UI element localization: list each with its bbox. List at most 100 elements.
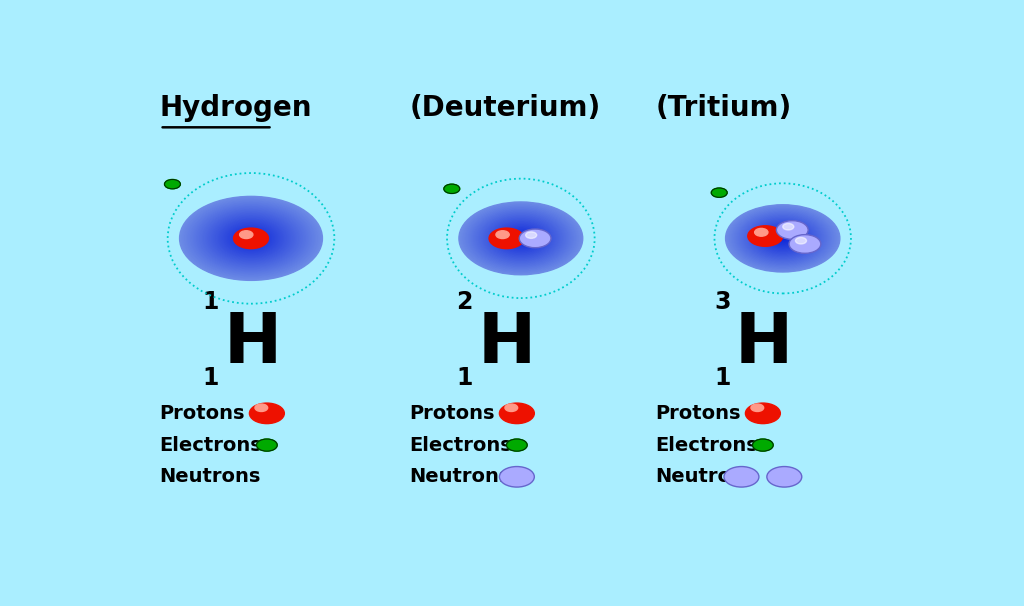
Circle shape (242, 233, 260, 244)
Circle shape (484, 217, 557, 259)
Circle shape (746, 217, 819, 259)
Circle shape (724, 467, 759, 487)
Circle shape (751, 404, 764, 411)
Circle shape (733, 209, 833, 267)
Circle shape (767, 467, 802, 487)
Circle shape (492, 221, 550, 255)
Circle shape (241, 232, 262, 245)
Circle shape (473, 210, 568, 266)
Circle shape (470, 208, 571, 268)
Circle shape (488, 219, 553, 257)
Text: H: H (477, 310, 536, 377)
Circle shape (512, 233, 530, 244)
Text: 1: 1 (715, 367, 731, 390)
Text: 1: 1 (457, 367, 473, 390)
Circle shape (510, 231, 532, 245)
Circle shape (737, 211, 828, 265)
Circle shape (205, 211, 297, 265)
Circle shape (220, 220, 282, 256)
Circle shape (193, 204, 309, 273)
Circle shape (767, 229, 799, 248)
Text: Electrons: Electrons (160, 436, 262, 454)
Circle shape (200, 208, 302, 268)
Text: Electrons: Electrons (410, 436, 512, 454)
Circle shape (230, 227, 271, 250)
Circle shape (197, 206, 306, 270)
Text: Protons: Protons (160, 404, 245, 423)
Circle shape (739, 213, 826, 264)
Circle shape (238, 231, 264, 246)
Circle shape (513, 233, 529, 243)
Circle shape (236, 229, 266, 247)
Circle shape (768, 230, 797, 247)
Circle shape (490, 221, 551, 256)
Circle shape (477, 213, 564, 264)
Circle shape (472, 210, 569, 267)
Text: 1: 1 (203, 290, 219, 315)
Circle shape (514, 234, 528, 242)
Circle shape (213, 216, 289, 261)
Text: Neutrons: Neutrons (655, 467, 757, 486)
Circle shape (759, 224, 807, 252)
Circle shape (749, 218, 817, 259)
Circle shape (239, 231, 263, 245)
Circle shape (207, 213, 295, 264)
Text: Protons: Protons (410, 404, 496, 423)
Circle shape (244, 234, 258, 242)
Circle shape (712, 188, 727, 198)
Circle shape (496, 231, 509, 239)
Circle shape (509, 231, 534, 245)
Circle shape (214, 217, 288, 260)
Circle shape (755, 228, 768, 236)
Circle shape (465, 205, 577, 271)
Circle shape (501, 227, 541, 250)
Circle shape (751, 219, 815, 258)
Circle shape (506, 229, 537, 247)
Text: Neutrons: Neutrons (410, 467, 511, 486)
Circle shape (515, 235, 527, 242)
Circle shape (753, 221, 813, 256)
Circle shape (234, 228, 267, 248)
Circle shape (766, 228, 800, 248)
Circle shape (497, 224, 545, 252)
Circle shape (248, 236, 255, 241)
Circle shape (208, 213, 294, 264)
Circle shape (463, 204, 579, 272)
Circle shape (754, 222, 811, 255)
Circle shape (516, 235, 526, 241)
Circle shape (184, 199, 317, 278)
Circle shape (758, 224, 808, 253)
Circle shape (250, 238, 252, 239)
Circle shape (189, 202, 313, 275)
Circle shape (478, 213, 563, 263)
Circle shape (495, 223, 547, 253)
Circle shape (190, 202, 311, 274)
Circle shape (774, 233, 792, 244)
Circle shape (781, 238, 783, 239)
Circle shape (179, 196, 323, 281)
Circle shape (776, 235, 790, 242)
Circle shape (165, 179, 180, 189)
Circle shape (755, 222, 810, 255)
Circle shape (222, 222, 280, 255)
Circle shape (474, 211, 567, 265)
Circle shape (183, 199, 318, 278)
Circle shape (779, 236, 786, 241)
Circle shape (732, 208, 834, 268)
Circle shape (215, 218, 287, 259)
Circle shape (517, 236, 525, 241)
Circle shape (750, 219, 816, 258)
Circle shape (204, 210, 299, 267)
Circle shape (221, 221, 281, 256)
Circle shape (519, 237, 523, 239)
Circle shape (748, 218, 818, 259)
Circle shape (460, 202, 582, 274)
Circle shape (475, 211, 566, 265)
Circle shape (525, 232, 537, 238)
Circle shape (476, 212, 565, 264)
Text: Electrons: Electrons (655, 436, 759, 454)
Circle shape (194, 205, 308, 272)
Circle shape (764, 227, 802, 250)
Circle shape (740, 213, 825, 264)
Circle shape (489, 228, 524, 248)
